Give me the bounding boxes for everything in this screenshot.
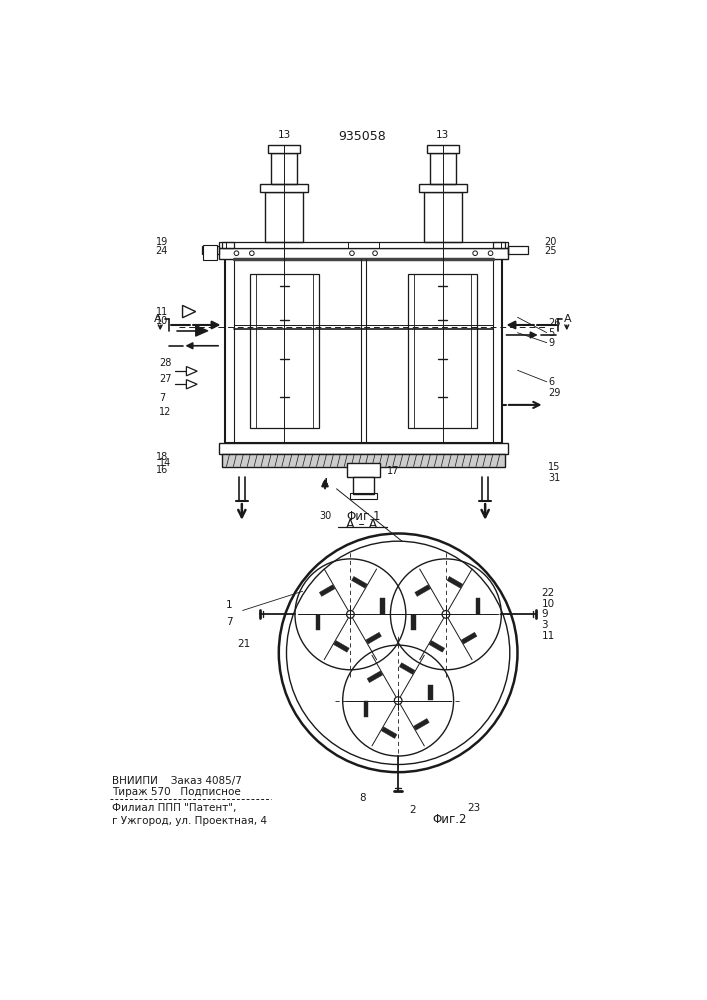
Text: Тираж 570   Подписное: Тираж 570 Подписное [112, 787, 240, 797]
Text: Филиал ППП "Патент",: Филиал ППП "Патент", [112, 803, 236, 813]
Polygon shape [316, 615, 320, 630]
Bar [225, 259, 502, 443]
Text: 13: 13 [278, 130, 291, 140]
Polygon shape [461, 632, 477, 644]
Bar [260, 184, 308, 192]
Text: 29: 29 [549, 388, 561, 398]
Text: 7: 7 [226, 617, 233, 627]
Bar [353, 477, 374, 494]
Circle shape [346, 610, 354, 618]
Polygon shape [429, 641, 445, 652]
Polygon shape [447, 576, 462, 588]
Polygon shape [366, 632, 382, 644]
Text: 10: 10 [542, 599, 554, 609]
Bar [250, 274, 319, 428]
Bar [222, 454, 506, 466]
Text: 3: 3 [542, 620, 548, 630]
Text: 4: 4 [321, 478, 328, 488]
Text: A – A: A – A [346, 518, 378, 531]
Text: 12: 12 [160, 407, 172, 417]
Text: Φиг.1: Φиг.1 [346, 510, 381, 523]
Text: 22: 22 [542, 588, 554, 598]
Bar [271, 153, 297, 184]
Bar [423, 192, 462, 242]
Polygon shape [367, 671, 382, 683]
Text: 18: 18 [156, 452, 168, 462]
Text: A: A [154, 314, 162, 324]
Text: 16: 16 [156, 465, 168, 475]
Text: 1: 1 [226, 600, 233, 610]
Bar [350, 493, 378, 499]
Polygon shape [380, 598, 385, 614]
Circle shape [442, 610, 450, 618]
Text: 23: 23 [467, 803, 481, 813]
Text: 9: 9 [549, 338, 554, 348]
Text: 5: 5 [549, 328, 554, 338]
Text: 19: 19 [156, 237, 168, 247]
Bar [218, 248, 508, 259]
Text: 6: 6 [549, 377, 554, 387]
Text: 20: 20 [544, 237, 557, 247]
Bar [408, 274, 477, 428]
Text: 24: 24 [156, 246, 168, 256]
Polygon shape [415, 585, 431, 596]
Bar [265, 192, 303, 242]
Polygon shape [399, 663, 415, 674]
Bar [508, 246, 527, 254]
Bar [204, 245, 217, 260]
Polygon shape [351, 576, 367, 588]
Polygon shape [334, 641, 349, 652]
Text: г Ужгород, ул. Проектная, 4: г Ужгород, ул. Проектная, 4 [112, 816, 267, 826]
Bar [493, 242, 508, 248]
Text: 27: 27 [160, 374, 172, 384]
Text: 13: 13 [436, 130, 450, 140]
Bar [218, 242, 234, 248]
Text: 15: 15 [549, 462, 561, 472]
Text: 17: 17 [387, 466, 399, 476]
Polygon shape [320, 585, 335, 596]
Text: Φиг.2: Φиг.2 [433, 813, 467, 826]
Text: 30: 30 [319, 511, 331, 521]
Bar [346, 463, 380, 477]
Text: 14: 14 [160, 458, 172, 468]
Text: 31: 31 [549, 473, 561, 483]
Text: 2: 2 [409, 805, 416, 815]
Text: ВНИИПИ    Заказ 4085/7: ВНИИПИ Заказ 4085/7 [112, 776, 242, 786]
Text: 935058: 935058 [338, 130, 386, 143]
Bar [426, 145, 459, 153]
Bar [268, 145, 300, 153]
Polygon shape [411, 615, 416, 630]
Bar [218, 443, 508, 454]
Text: 11: 11 [542, 631, 554, 641]
Polygon shape [476, 598, 481, 614]
Bar [201, 246, 218, 254]
Polygon shape [381, 727, 397, 738]
Text: 25: 25 [544, 246, 557, 256]
Text: 21: 21 [238, 639, 250, 649]
Text: 26: 26 [549, 318, 561, 328]
Text: 7: 7 [160, 393, 165, 403]
Text: 8: 8 [360, 793, 366, 803]
Bar [430, 153, 456, 184]
Polygon shape [196, 325, 208, 336]
Text: 28: 28 [160, 358, 172, 368]
Polygon shape [428, 685, 433, 700]
Text: A: A [563, 314, 571, 324]
Circle shape [395, 697, 402, 704]
Polygon shape [414, 719, 429, 730]
Text: 11: 11 [156, 307, 168, 317]
Bar [419, 184, 467, 192]
Text: 9: 9 [542, 609, 548, 619]
Text: 10: 10 [156, 316, 168, 326]
Bar [222, 242, 506, 248]
Polygon shape [363, 701, 368, 717]
